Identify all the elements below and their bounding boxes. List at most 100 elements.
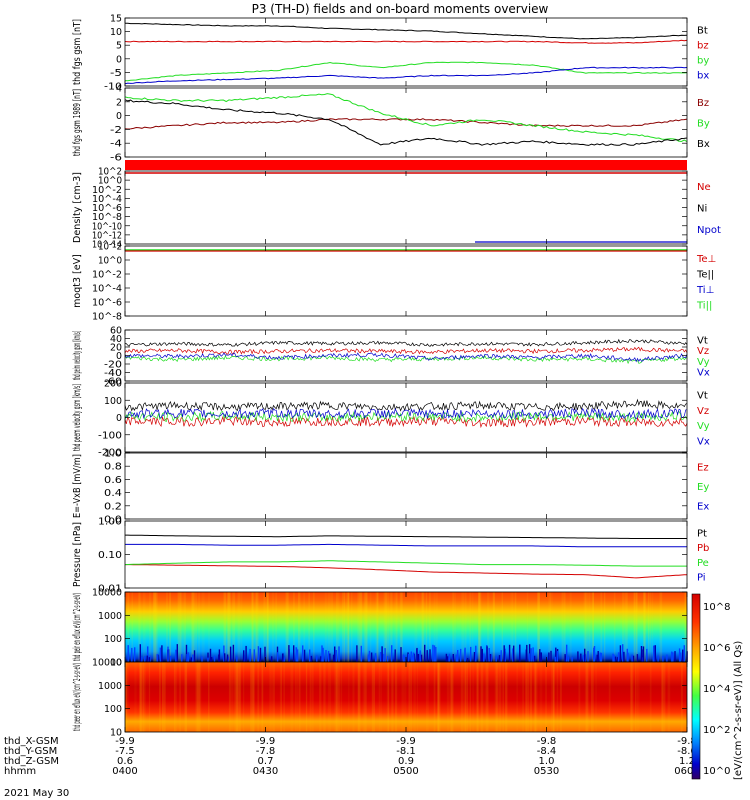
spectrogram-low-energy <box>528 653 530 662</box>
spectrogram-texture <box>348 592 350 662</box>
spectrogram-texture <box>630 662 633 732</box>
spectrogram-low-energy <box>528 644 531 662</box>
spectrogram-texture <box>548 592 552 662</box>
y-axis-label: thd peir en eflux eV/(cm^2-s-sr-eV) <box>72 593 83 661</box>
spectrogram-texture <box>469 662 471 732</box>
y-tick-label: 0.4 <box>104 488 122 499</box>
spectrogram-texture <box>514 592 517 662</box>
spectrogram-texture <box>346 592 349 662</box>
spectrogram-low-energy <box>181 654 183 662</box>
spectrogram-texture <box>539 662 543 732</box>
legend-entry: Vz <box>697 406 709 417</box>
spectrogram-texture <box>480 592 482 662</box>
spectrogram-texture <box>588 592 591 662</box>
spectrogram-texture <box>229 592 232 662</box>
spectrogram-texture <box>452 592 454 662</box>
spectrogram-texture <box>552 662 555 732</box>
spectrogram-texture <box>453 592 457 662</box>
spectrogram-texture <box>371 662 375 732</box>
spectrogram-low-energy <box>556 651 558 662</box>
spectrogram-texture <box>224 592 227 662</box>
spectrogram-texture <box>385 592 388 662</box>
legend-entry: by <box>697 56 709 67</box>
spectrogram-texture <box>649 662 652 732</box>
series-line <box>124 99 688 146</box>
panel-frame <box>124 382 688 453</box>
orbit-value: 0430 <box>253 766 278 777</box>
spectrogram-texture <box>153 592 157 662</box>
spectrogram-low-energy <box>338 646 340 662</box>
spectrogram-texture <box>230 662 234 732</box>
orbit-value: 0400 <box>112 766 137 777</box>
spectrogram-texture <box>495 662 499 732</box>
spectrogram-low-energy <box>470 646 472 662</box>
spectrogram-texture <box>195 662 199 732</box>
spectrogram-texture <box>309 662 312 732</box>
series-line <box>125 338 688 347</box>
spectrogram-texture <box>583 592 587 662</box>
spectrogram-low-energy <box>148 657 151 662</box>
spectrogram-low-energy <box>426 650 428 662</box>
spectrogram-texture <box>336 662 339 732</box>
spectrogram-texture <box>198 662 202 732</box>
spectrogram-low-energy <box>176 644 178 662</box>
spectrogram-texture <box>661 662 664 732</box>
spectrogram-texture <box>334 662 338 732</box>
spectrogram-texture <box>399 592 403 662</box>
spectrogram-texture <box>182 592 185 662</box>
spectrogram-low-energy <box>641 656 643 662</box>
y-tick-label: 10^-8 <box>92 212 122 223</box>
spectrogram-low-energy <box>410 651 412 662</box>
spectrogram-texture <box>303 592 305 662</box>
spectrogram-texture <box>481 662 484 732</box>
panel-6: Vt Vz Vy Vx 200 100 0 -100 -200 thd peem velocity… <box>72 379 710 459</box>
spectrogram-texture <box>608 662 611 732</box>
spectrogram-low-energy <box>445 653 448 662</box>
spectrogram-low-energy <box>192 654 194 662</box>
spectrogram-texture <box>251 662 253 732</box>
spectrogram-low-energy <box>623 651 625 662</box>
y-tick-label: 0.6 <box>104 475 122 486</box>
spectrogram-texture <box>477 662 479 732</box>
panel-9: 10000 1000 100 10 thd peir en eflux eV/(cm^2… <box>72 588 688 669</box>
spectrogram-texture <box>622 592 625 662</box>
spectrogram-texture <box>328 662 332 732</box>
spectrogram-low-energy <box>223 645 225 662</box>
spectrogram-low-energy <box>332 654 335 662</box>
series-line <box>125 564 688 579</box>
spectrogram-low-energy <box>566 644 568 662</box>
legend-entry: Vy <box>697 357 710 368</box>
spectrogram-texture <box>347 592 349 662</box>
panel-1: Bt bz by bx 15 10 5 0 -5 -10 thd fgs gsm [nT] <box>72 14 709 93</box>
spectrogram-low-energy <box>243 650 245 662</box>
spectrogram-low-energy <box>167 646 169 662</box>
spectrogram-texture <box>595 662 597 732</box>
spectrogram-texture <box>471 592 474 662</box>
y-tick-label: 15 <box>110 14 122 25</box>
spectrogram-texture <box>299 592 301 662</box>
spectrogram-low-energy <box>599 652 601 662</box>
y-tick-label: 0 <box>116 54 122 65</box>
spectrogram-texture <box>191 592 194 662</box>
spectrogram-texture <box>227 592 231 662</box>
spectrogram-texture <box>323 662 326 732</box>
spectrogram-low-energy <box>382 654 385 662</box>
spectrogram-low-energy <box>213 655 216 662</box>
y-tick-label: 1000 <box>98 611 122 622</box>
spectrogram-low-energy <box>662 656 664 662</box>
spectrogram-texture <box>479 662 482 732</box>
spectrogram-texture <box>237 592 241 662</box>
spectrogram-texture <box>472 662 474 732</box>
spectrogram-low-energy <box>584 648 586 662</box>
y-tick-label: 10^-4 <box>92 194 122 205</box>
spectrogram-texture <box>649 592 651 662</box>
spectrogram-low-energy <box>613 654 615 662</box>
spectrogram-texture <box>164 662 166 732</box>
y-tick-label: 1.00 <box>98 517 122 528</box>
orbit-value: 0600 <box>674 766 699 777</box>
y-tick-label: 0.8 <box>104 462 122 473</box>
spectrogram-low-energy <box>475 645 477 662</box>
spectrogram-texture <box>478 592 481 662</box>
colorbar-tick-label: 10^4 <box>703 684 730 695</box>
spectrogram-low-energy <box>400 647 402 662</box>
